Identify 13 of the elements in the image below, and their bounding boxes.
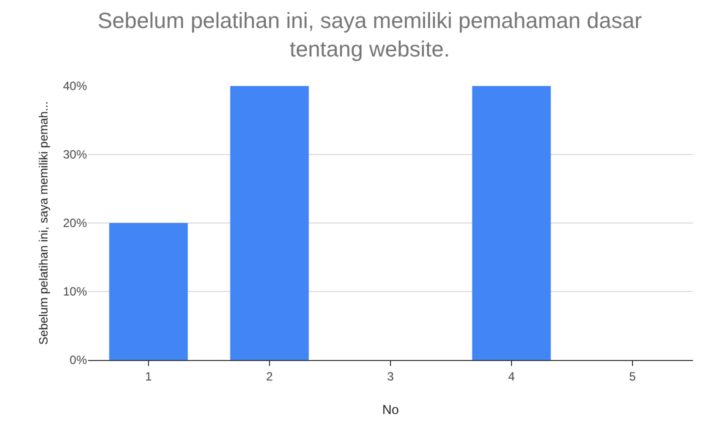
- x-axis-title: No: [382, 402, 399, 417]
- y-tick-label: 30%: [62, 148, 88, 162]
- y-tick-label: 10%: [62, 284, 88, 299]
- x-tick-label: 1: [145, 369, 152, 384]
- x-tick-label: 5: [629, 369, 636, 384]
- chart-title: Sebelum pelatihan ini, saya memiliki pemahaman dasar tentang website.: [98, 8, 642, 62]
- x-tick-label: 3: [387, 369, 394, 384]
- y-tick-label: 40%: [62, 79, 88, 94]
- x-tick-label: 2: [266, 369, 274, 384]
- x-tick-label: 4: [508, 369, 516, 384]
- y-tick-label: 0%: [70, 353, 88, 368]
- y-tick-label: 20%: [62, 216, 88, 230]
- y-axis-title: Sebelum pelatihan ini, saya memiliki pemah...: [36, 101, 50, 345]
